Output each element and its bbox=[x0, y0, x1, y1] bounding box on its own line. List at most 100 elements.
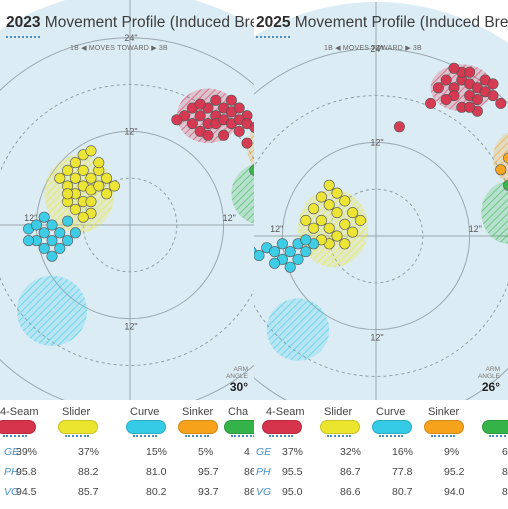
tick-label-top-12: 12" bbox=[124, 126, 137, 136]
point-4-seam bbox=[210, 94, 222, 106]
point-4-seam bbox=[393, 121, 405, 133]
stat-mph-curve: 77.8 bbox=[392, 466, 413, 478]
point-4-seam bbox=[471, 94, 483, 106]
pitch-name-changeup: Cha bbox=[228, 406, 249, 418]
stat-ivg-curve: 80.2 bbox=[146, 486, 167, 498]
pitch-name-slider: Slider bbox=[62, 406, 91, 418]
pitch-name-curve: Curve bbox=[376, 406, 406, 418]
point-slider bbox=[339, 218, 351, 230]
angle-label: ANGLE bbox=[477, 373, 500, 380]
point-changeup bbox=[503, 179, 508, 191]
stat-row-mph: PH 95.8 88.2 81.0 95.7 86 bbox=[0, 466, 254, 480]
point-slider bbox=[85, 145, 97, 157]
tick-label-bottom-12: 12" bbox=[124, 322, 137, 332]
row-label: VG bbox=[256, 486, 272, 498]
stat-usage-changeup: 4 bbox=[244, 446, 250, 458]
tick-label-bottom-12: 12" bbox=[370, 333, 383, 343]
pill-underline bbox=[489, 435, 508, 437]
point-curve bbox=[269, 257, 281, 269]
point-slider bbox=[62, 188, 74, 200]
tick-label-top-24: 24" bbox=[370, 44, 383, 54]
point-slider bbox=[85, 172, 97, 184]
row-label: GE bbox=[4, 446, 20, 458]
tick-label-left-12: 12" bbox=[270, 224, 283, 234]
point-slider bbox=[331, 230, 343, 242]
point-curve bbox=[269, 246, 281, 258]
point-curve bbox=[46, 235, 58, 247]
point-slider bbox=[85, 196, 97, 208]
point-slider bbox=[347, 226, 359, 238]
point-slider bbox=[339, 238, 351, 250]
stat-mph-changeup: 86 bbox=[244, 466, 254, 478]
pitch-color-pill bbox=[224, 420, 254, 434]
arm-angle-2025: ARM ANGLE 26° bbox=[464, 366, 500, 394]
point-slider bbox=[331, 187, 343, 199]
point-curve bbox=[62, 215, 74, 227]
point-curve bbox=[54, 227, 66, 239]
tick-label-right-12: 12" bbox=[469, 224, 482, 234]
point-4-seam bbox=[218, 129, 230, 141]
stat-row-usage: GE 39% 37% 15% 5% 4 bbox=[0, 446, 254, 460]
arm-angle-value: 30° bbox=[229, 380, 248, 394]
pitch-color-pill bbox=[58, 420, 98, 434]
stat-usage-sinker: 9% bbox=[444, 446, 460, 458]
point-slider bbox=[108, 180, 120, 192]
point-changeup bbox=[249, 164, 254, 176]
stat-usage-slider: 37% bbox=[78, 446, 100, 458]
pill-underline bbox=[3, 435, 27, 437]
stat-mph-slider: 86.7 bbox=[340, 466, 361, 478]
point-sinker bbox=[495, 164, 507, 176]
point-curve bbox=[69, 227, 81, 239]
point-slider bbox=[62, 164, 74, 176]
pitch-name-sinker: Sinker bbox=[428, 406, 460, 418]
point-curve bbox=[276, 238, 288, 250]
point-slider bbox=[347, 207, 359, 219]
stat-mph-sinker: 95.7 bbox=[198, 466, 219, 478]
stat-ivg-sinker: 94.0 bbox=[444, 486, 465, 498]
point-4-seam bbox=[432, 82, 444, 94]
point-slider bbox=[300, 214, 312, 226]
movement-chart-2023: 24"12"12"24"12"12"18" bbox=[0, 0, 254, 400]
point-curve bbox=[300, 246, 312, 258]
point-4-seam bbox=[202, 129, 214, 141]
point-slider bbox=[331, 207, 343, 219]
pitch-name-4-seam: 4-Seam bbox=[0, 406, 39, 418]
point-4-seam bbox=[225, 94, 237, 106]
stat-ivg-4-seam: 94.5 bbox=[16, 486, 37, 498]
stat-row-ivg: VG 94.5 85.7 80.2 93.7 86 bbox=[0, 486, 254, 500]
movement-chart-2025: 24"12"12"24"12"12"18" bbox=[254, 2, 508, 400]
chart-title-2025: 2025 Movement Profile (Induced Break) bbox=[256, 14, 508, 31]
point-curve bbox=[46, 219, 58, 231]
arm-label: ARM bbox=[485, 366, 500, 373]
point-slider bbox=[101, 188, 113, 200]
point-curve bbox=[46, 250, 58, 262]
stat-usage-slider: 32% bbox=[340, 446, 362, 458]
arm-angle-value: 26° bbox=[481, 380, 500, 394]
moves-toward-label: 1B ◀ MOVES TOWARD ▶ 3B bbox=[70, 45, 168, 52]
pitch-color-pill bbox=[178, 420, 218, 434]
point-4-seam bbox=[425, 97, 437, 109]
stat-ivg-curve: 80.7 bbox=[392, 486, 413, 498]
tick-label-top-24: 24" bbox=[124, 33, 137, 43]
stat-ivg-slider: 86.6 bbox=[340, 486, 361, 498]
stat-usage-4-seam: 37% bbox=[282, 446, 304, 458]
point-slider bbox=[93, 180, 105, 192]
stat-mph-curve: 81.0 bbox=[146, 466, 167, 478]
stat-ivg-4-seam: 95.0 bbox=[282, 486, 303, 498]
point-slider bbox=[93, 157, 105, 169]
point-curve bbox=[284, 261, 296, 273]
panel-2025: 24"12"12"24"12"12"18" 2025 Movement Prof… bbox=[254, 0, 508, 509]
point-4-seam bbox=[241, 137, 253, 149]
point-slider bbox=[354, 214, 366, 226]
point-4-seam bbox=[487, 78, 499, 90]
stat-mph-4-seam: 95.8 bbox=[16, 466, 37, 478]
point-slider bbox=[69, 157, 81, 169]
stat-mph-slider: 88.2 bbox=[78, 466, 99, 478]
point-4-seam bbox=[487, 90, 499, 102]
row-label: PH bbox=[256, 466, 271, 478]
pitch-color-pill bbox=[372, 420, 412, 434]
moves-toward-label: 1B ◀ MOVES TOWARD ▶ 3B bbox=[324, 45, 422, 52]
point-slider bbox=[77, 211, 89, 223]
point-slider bbox=[315, 214, 327, 226]
stat-ivg-changeup: 86 bbox=[244, 486, 254, 498]
